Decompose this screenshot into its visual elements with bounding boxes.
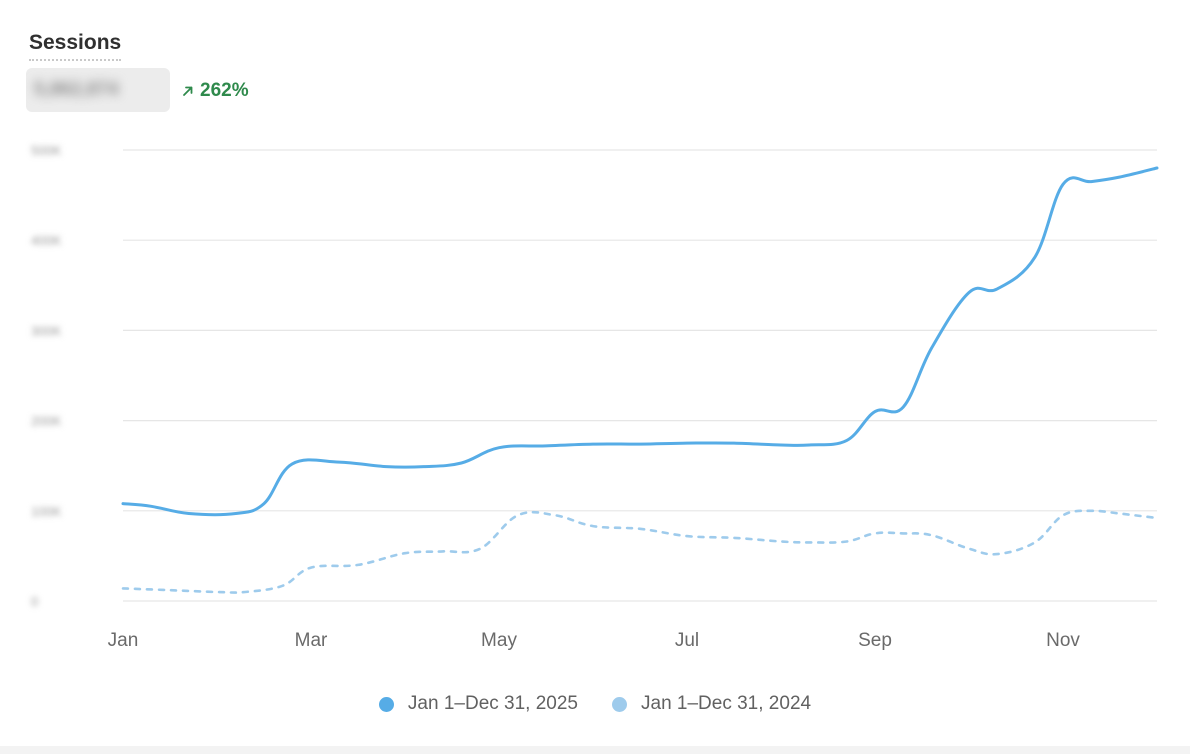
y-tick-label: 300K <box>31 323 62 338</box>
chart-legend: Jan 1–Dec 31, 2025 Jan 1–Dec 31, 2024 <box>0 693 1190 715</box>
legend-dot-previous <box>612 696 627 712</box>
x-tick-label: Mar <box>295 630 328 651</box>
legend-item-current[interactable]: Jan 1–Dec 31, 2025 <box>378 693 578 715</box>
legend-label-current: Jan 1–Dec 31, 2025 <box>407 693 578 714</box>
x-tick-label: Jan <box>108 630 139 651</box>
x-tick-label: Jul <box>675 630 699 651</box>
x-tick-label: May <box>481 630 517 651</box>
change-indicator: 262% <box>182 80 249 102</box>
change-percent: 262% <box>200 80 249 101</box>
x-tick-label: Sep <box>858 630 892 651</box>
arrow-up-right-icon <box>183 86 193 96</box>
y-tick-label: 0 <box>31 594 38 609</box>
metric-value-redacted: 5,862,874 <box>26 68 170 112</box>
legend-label-previous: Jan 1–Dec 31, 2024 <box>641 693 812 714</box>
x-tick-label: Nov <box>1046 630 1080 651</box>
y-tick-label: 500K <box>31 143 62 158</box>
legend-item-previous[interactable]: Jan 1–Dec 31, 2024 <box>612 693 811 715</box>
bottom-strip <box>0 746 1190 754</box>
metric-title[interactable]: Sessions <box>29 30 122 61</box>
legend-dot-current <box>378 696 394 712</box>
series-line-2024[interactable] <box>121 509 1159 594</box>
y-tick-label: 100K <box>31 504 62 519</box>
series-line-2025[interactable] <box>121 166 1159 517</box>
y-tick-label: 400K <box>31 233 62 248</box>
y-tick-label: 200K <box>31 414 62 429</box>
metric-value-text: 5,862,874 <box>34 79 119 100</box>
